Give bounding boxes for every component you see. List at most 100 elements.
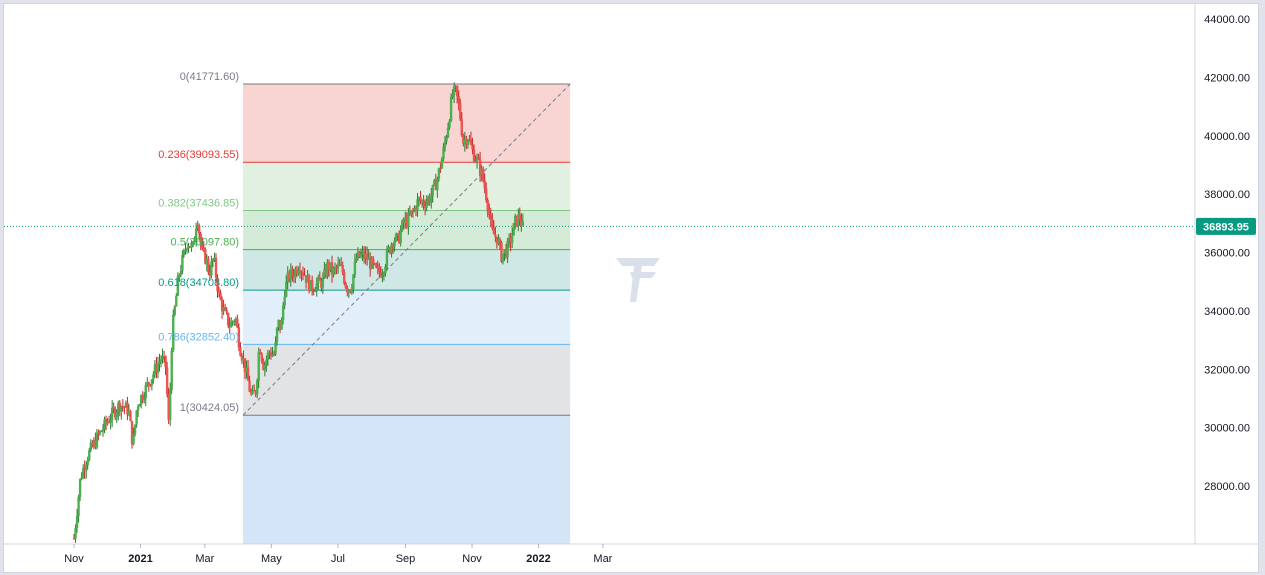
candle (314, 286, 317, 293)
candle (297, 266, 300, 276)
candle (431, 184, 434, 203)
candle (298, 262, 302, 279)
candle (390, 242, 393, 258)
candle (358, 250, 361, 258)
candle (419, 190, 422, 205)
time-tick-label: Sep (396, 553, 416, 565)
candle (239, 342, 242, 357)
candle (178, 273, 181, 282)
fib-zone (243, 415, 571, 544)
price-tick-label: 36000.00 (1204, 248, 1250, 260)
candle (452, 82, 456, 104)
candle (385, 245, 389, 271)
time-tick-label: Jul (331, 553, 345, 565)
candle (396, 233, 399, 241)
candle (251, 385, 254, 395)
candle (74, 524, 77, 543)
candle (376, 260, 380, 275)
candle (136, 404, 140, 418)
chart-frame: 0(41771.60) 0.236(39093.55) 0.382(37436.85… (3, 3, 1259, 573)
candle (274, 336, 277, 357)
candle (492, 220, 496, 235)
candle (350, 283, 354, 295)
candle (413, 205, 416, 213)
candle (341, 261, 344, 276)
fib-retracement-chart[interactable]: 0(41771.60) 0.236(39093.55) 0.382(37436.85… (4, 4, 1258, 572)
candle (306, 269, 309, 283)
candle (457, 90, 460, 111)
candle (190, 240, 193, 253)
fib-zone (243, 344, 571, 416)
candle (114, 406, 117, 421)
candle (83, 460, 86, 479)
candle (155, 356, 158, 379)
candle (465, 135, 468, 150)
candle (138, 403, 141, 407)
candle (141, 391, 144, 404)
candle (388, 246, 392, 255)
candle (497, 234, 500, 246)
candle (355, 253, 358, 263)
fib-level-labels: 0(41771.60) 0.236(39093.55) 0.382(37436.85… (158, 71, 239, 414)
candle (456, 85, 459, 104)
candle (193, 236, 196, 243)
candle (292, 268, 296, 283)
candle (194, 222, 198, 247)
time-axis[interactable]: Nov 2021 Mar May Jul Sep Nov 2022 Mar (64, 544, 613, 565)
price-tick-label: 42000.00 (1204, 72, 1250, 84)
candle (106, 418, 109, 426)
candle (98, 429, 102, 437)
candle (407, 207, 410, 235)
candle (349, 289, 352, 294)
candle (260, 352, 263, 364)
candle (394, 232, 398, 242)
price-tick-label: 44000.00 (1204, 14, 1250, 26)
price-tick-label: 32000.00 (1204, 364, 1250, 376)
candle (77, 494, 80, 523)
candle (168, 382, 172, 426)
candle (95, 428, 99, 450)
candle (310, 275, 314, 296)
candle (231, 320, 234, 326)
candle (172, 309, 175, 352)
candle (300, 270, 303, 282)
candle (167, 387, 170, 424)
candle (129, 409, 132, 422)
candle (272, 350, 276, 357)
candle (346, 285, 349, 297)
candle (266, 349, 270, 366)
candle (430, 188, 433, 209)
price-axis[interactable]: 44000.00 42000.00 40000.00 38000.00 36000.00… (1204, 14, 1250, 493)
candle (243, 358, 247, 380)
candle (401, 219, 404, 233)
candle (362, 246, 366, 264)
candle (323, 261, 326, 280)
candle (173, 305, 176, 317)
candle (485, 182, 488, 203)
candle (281, 302, 285, 325)
candle (88, 447, 91, 462)
candle (118, 399, 122, 417)
candle (344, 281, 347, 289)
candle (468, 135, 471, 142)
candle (364, 246, 367, 265)
time-tick-label: 2021 (128, 553, 152, 565)
fib-trend-line[interactable] (242, 83, 571, 416)
candle (411, 207, 415, 218)
candle (402, 217, 405, 230)
candle (491, 213, 494, 231)
candle (382, 271, 386, 281)
candle (338, 258, 341, 266)
fib-level-label: 0(41771.60) (180, 71, 239, 83)
candle (208, 264, 212, 281)
candle (509, 232, 512, 252)
time-tick-label: Nov (64, 553, 84, 565)
candle (486, 197, 489, 218)
price-tick-label: 38000.00 (1204, 189, 1250, 201)
candle (439, 163, 442, 174)
candle (165, 361, 169, 398)
candle (139, 394, 143, 409)
candle (89, 439, 92, 453)
candle (477, 153, 480, 160)
candle (230, 317, 233, 328)
